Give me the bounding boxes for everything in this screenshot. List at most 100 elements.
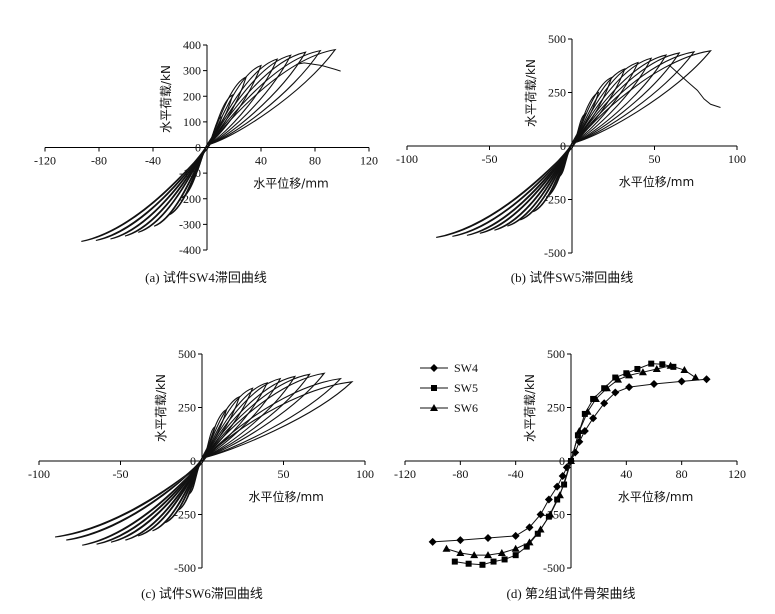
triangle-marker <box>456 549 465 557</box>
y-tick-label: 300 <box>183 64 201 78</box>
y-tick-label: 0 <box>190 454 196 468</box>
triangle-marker <box>625 371 634 379</box>
y-tick-label: -500 <box>544 246 566 260</box>
hysteresis-loop <box>125 377 282 541</box>
y-axis-label: 水平荷载/kN <box>159 65 173 133</box>
triangle-marker <box>430 404 438 411</box>
x-tick-label: -80 <box>91 154 107 168</box>
triangle-marker <box>525 538 534 546</box>
diamond-marker <box>553 482 562 491</box>
x-tick-label: 100 <box>728 152 746 166</box>
square-marker <box>451 558 458 565</box>
y-tick-label: -250 <box>544 193 566 207</box>
triangle-marker <box>536 525 545 533</box>
diamond-marker <box>677 377 686 386</box>
triangle-marker <box>470 551 479 559</box>
square-marker <box>648 360 655 367</box>
square-marker <box>512 552 519 559</box>
x-tick-label: -50 <box>482 152 498 166</box>
hysteresis-loop <box>96 373 311 545</box>
chart-caption: (a) 试件SW4滞回曲线 <box>145 270 267 285</box>
diamond-marker <box>544 495 553 504</box>
square-marker <box>534 530 541 537</box>
failure-branch <box>296 62 341 72</box>
y-tick-label: 500 <box>548 32 566 46</box>
diamond-marker <box>558 471 567 480</box>
x-tick-label: -120 <box>394 467 416 481</box>
triangle-marker <box>691 373 700 381</box>
hysteresis-loop <box>82 372 326 546</box>
triangle-marker <box>497 549 506 557</box>
y-tick-label: 250 <box>178 401 196 415</box>
square-marker <box>590 395 597 402</box>
chart-caption: (c) 试件SW6滞回曲线 <box>141 586 263 601</box>
x-tick-label: -40 <box>508 467 524 481</box>
y-tick-label: -400 <box>179 243 201 257</box>
x-axis-label: 水平位移/mm <box>248 489 323 504</box>
x-tick-label: 50 <box>278 467 290 481</box>
x-tick-label: 80 <box>309 154 321 168</box>
square-marker <box>554 496 561 503</box>
y-tick-label: -300 <box>179 217 201 231</box>
hysteresis-loop <box>95 49 322 242</box>
square-marker <box>523 543 530 550</box>
triangle-marker <box>583 407 592 415</box>
hysteresis-loop <box>494 57 653 231</box>
series-line <box>446 365 696 556</box>
y-tick-label: 500 <box>178 347 196 361</box>
y-tick-label: 400 <box>183 38 201 52</box>
y-axis-label: 水平荷载/kN <box>524 59 538 127</box>
legend: SW4 SW5 SW6 <box>420 361 478 415</box>
diamond-marker <box>589 414 598 423</box>
y-tick-label: 0 <box>560 139 566 153</box>
x-tick-label: 80 <box>676 467 688 481</box>
hysteresis-loop <box>54 381 354 538</box>
x-axis-label: 水平位移/mm <box>253 176 328 191</box>
y-tick-label: 500 <box>547 347 565 361</box>
triangle-marker <box>638 368 647 376</box>
x-tick-label: -100 <box>396 152 418 166</box>
chart-c: -100 -50 50 100 -500 -250 0 250 500 水平位移/mm 水平荷载/k… <box>28 347 374 601</box>
chart-d: -120 -80 -40 40 80 120-500-2500250500水平位移/mm水… <box>394 347 746 601</box>
triangle-marker <box>555 491 564 499</box>
square-marker <box>601 385 608 392</box>
triangle-marker <box>591 394 600 402</box>
square-marker <box>490 558 497 565</box>
hysteresis-loop <box>110 51 307 240</box>
x-tick-label: 120 <box>728 467 746 481</box>
diamond-marker <box>484 534 492 543</box>
square-marker <box>561 481 568 488</box>
y-tick-label: 0 <box>195 141 201 155</box>
legend-label: SW6 <box>454 401 478 415</box>
triangle-marker <box>511 544 520 552</box>
hysteresis-loop <box>452 51 696 237</box>
square-marker <box>634 365 641 372</box>
x-tick-label: -120 <box>34 154 56 168</box>
chart-a: -120 -80 -40 40 80 120-400-300-200-1000100200… <box>34 38 378 285</box>
x-tick-label: -100 <box>28 467 50 481</box>
diamond-marker <box>456 536 465 545</box>
square-marker <box>659 361 666 368</box>
x-tick-label: -50 <box>113 467 129 481</box>
diamond-marker <box>511 531 520 540</box>
diamond-marker <box>525 523 534 532</box>
hysteresis-loop <box>466 52 681 236</box>
diamond-marker <box>580 427 589 436</box>
diamond-marker <box>430 364 438 372</box>
diamond-marker <box>650 379 658 388</box>
square-marker <box>465 560 472 567</box>
legend-label: SW5 <box>454 381 478 395</box>
hysteresis-loop <box>153 64 262 227</box>
x-tick-label: -40 <box>145 154 161 168</box>
x-tick-label: 100 <box>356 467 374 481</box>
y-tick-label: -250 <box>174 508 196 522</box>
chart-caption: (b) 试件SW5滞回曲线 <box>511 270 633 285</box>
hysteresis-loop <box>81 48 337 243</box>
x-axis-label: 水平位移/mm <box>618 489 693 504</box>
x-tick-label: 40 <box>620 467 632 481</box>
y-tick-label: -500 <box>543 561 565 575</box>
triangle-marker <box>484 551 492 559</box>
hysteresis-loop <box>124 54 292 237</box>
